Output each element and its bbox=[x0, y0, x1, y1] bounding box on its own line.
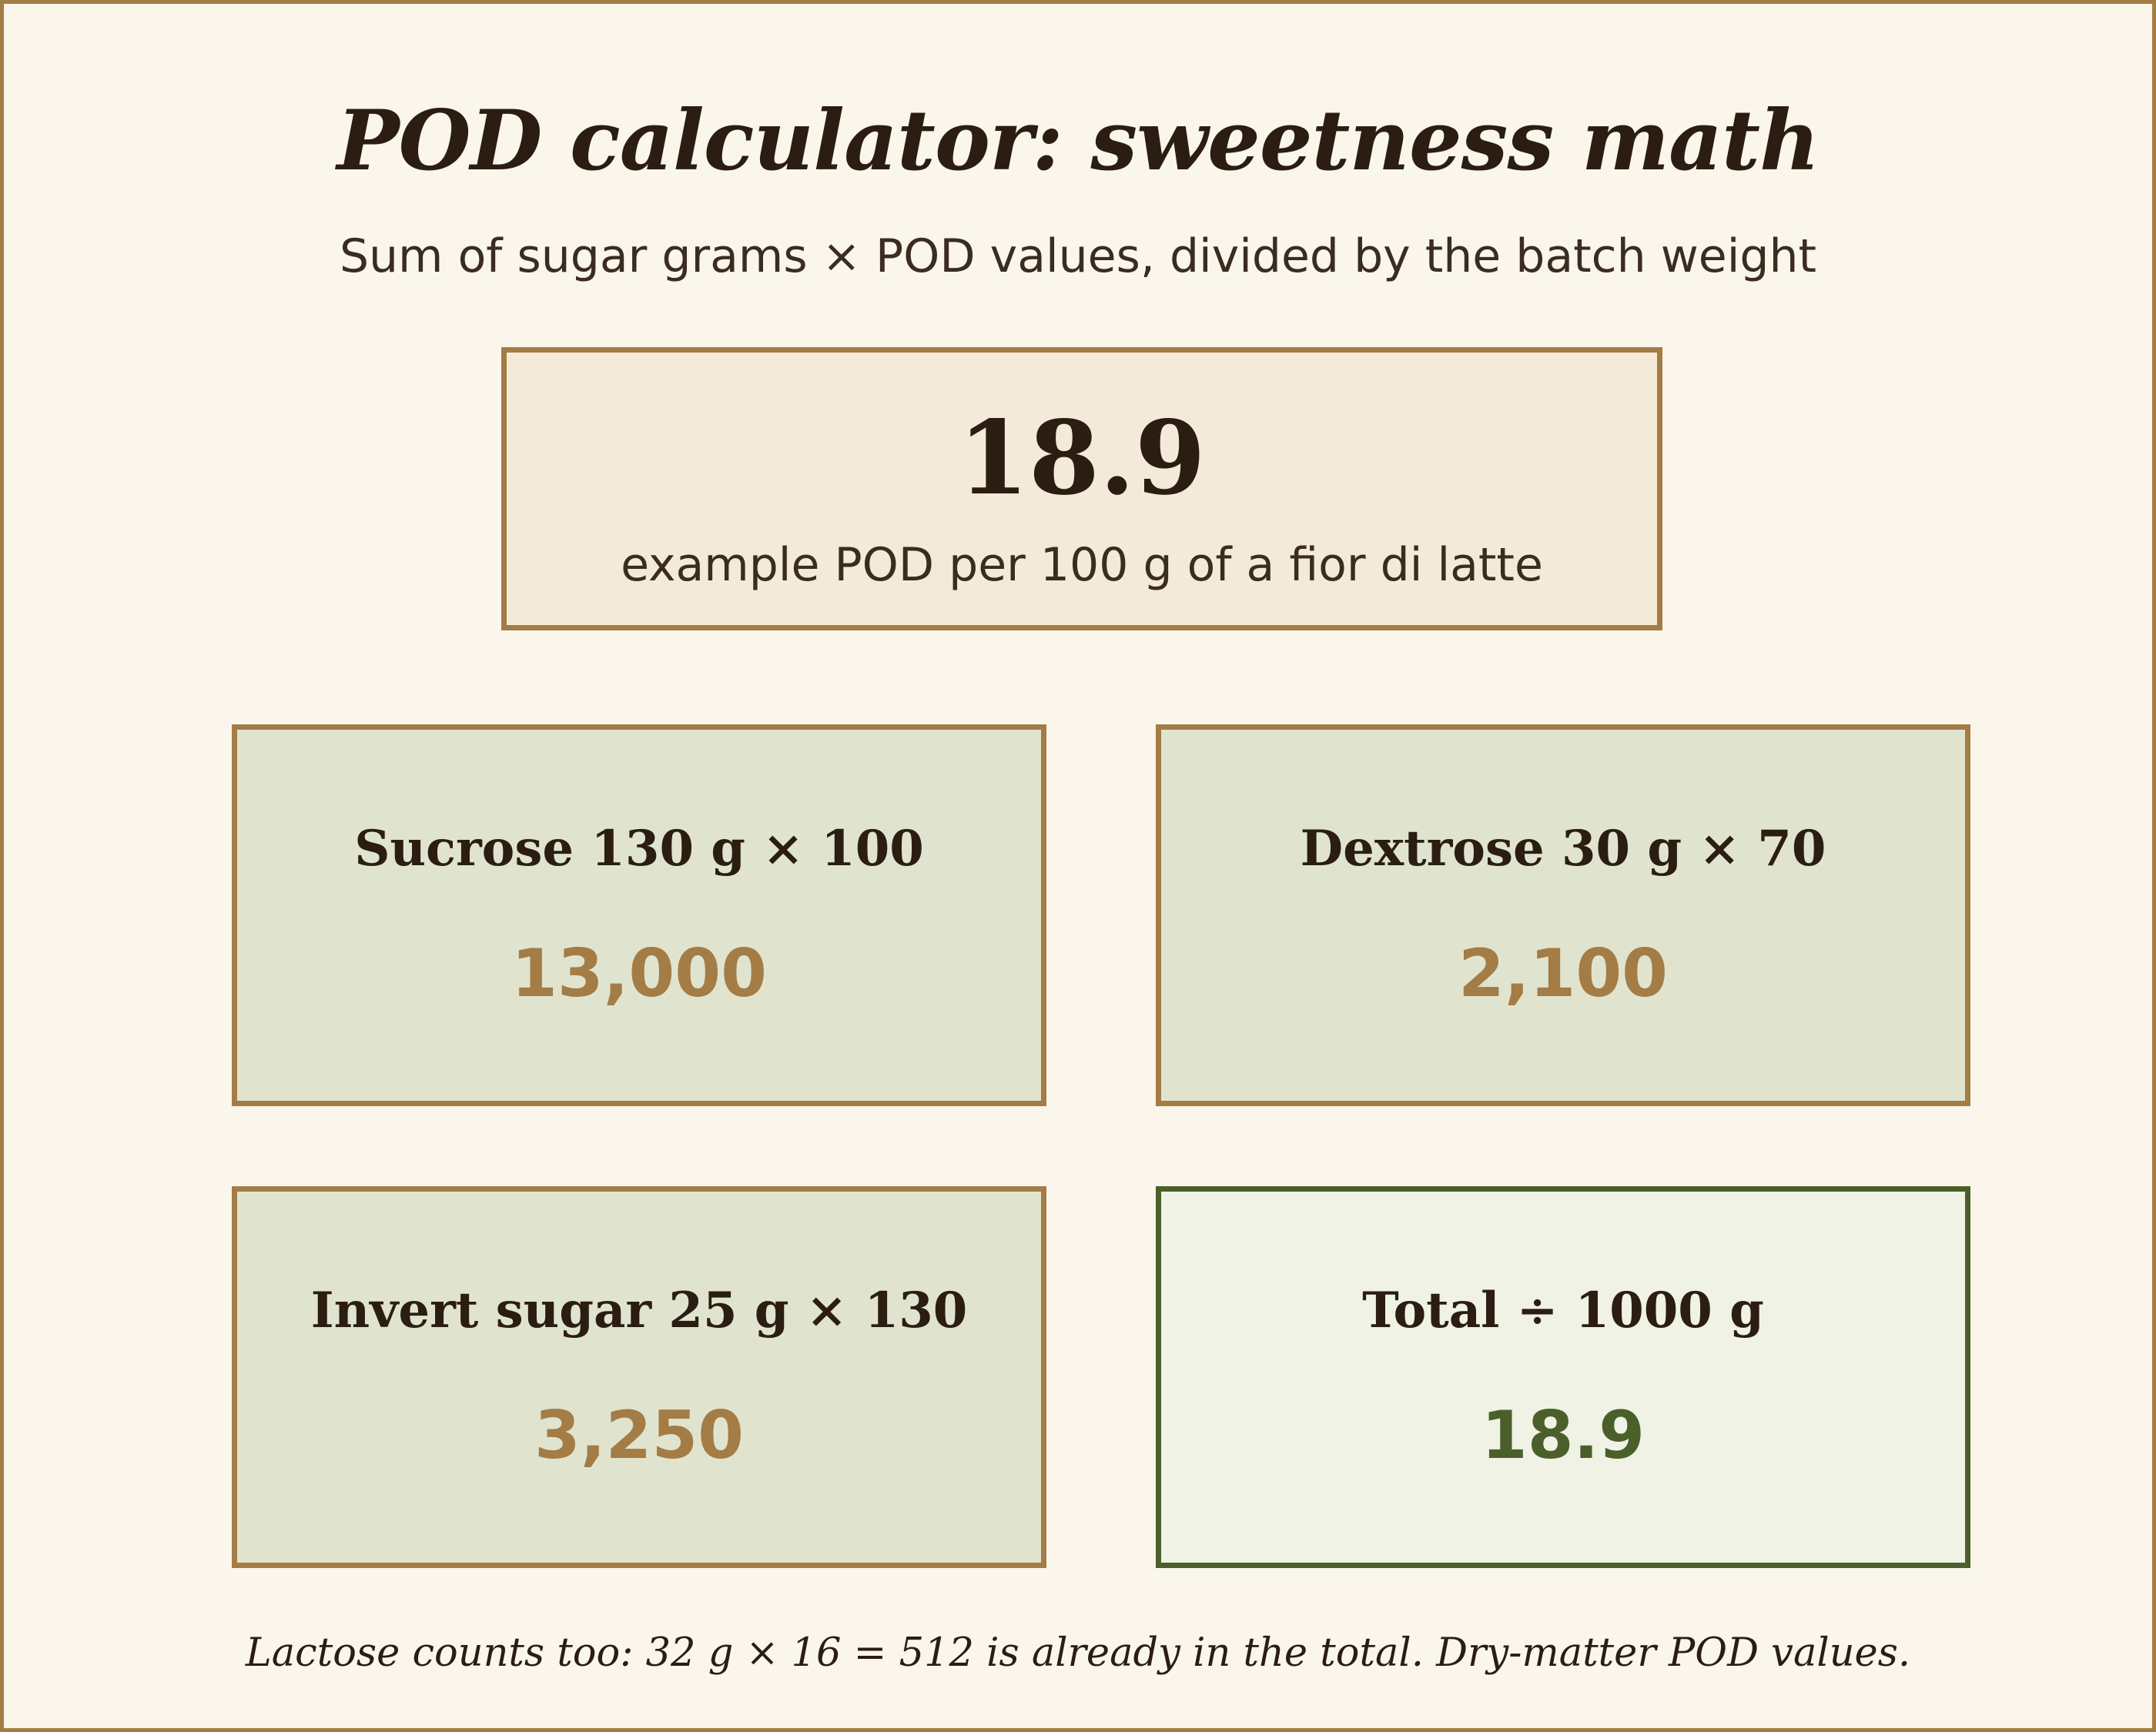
page-subtitle: Sum of sugar grams × POD values, divided… bbox=[339, 229, 1817, 283]
dextrose-card: Dextrose 30 g × 70 2,100 bbox=[1156, 724, 1970, 1106]
hero-caption: example POD per 100 g of a fior di latte bbox=[621, 538, 1543, 592]
total-card: Total ÷ 1000 g 18.9 bbox=[1156, 1186, 1970, 1568]
invert-sugar-card: Invert sugar 25 g × 130 3,250 bbox=[232, 1186, 1046, 1568]
page-title: POD calculator: sweetness math bbox=[336, 92, 1820, 189]
footnote: Lactose counts too: 32 g × 16 = 512 is a… bbox=[245, 1630, 1911, 1676]
hero-result-box: 18.9 example POD per 100 g of a fior di … bbox=[501, 347, 1662, 630]
dextrose-value: 2,100 bbox=[1458, 935, 1669, 1012]
dextrose-label: Dextrose 30 g × 70 bbox=[1300, 820, 1826, 878]
sucrose-label: Sucrose 130 g × 100 bbox=[354, 820, 924, 878]
sucrose-card: Sucrose 130 g × 100 13,000 bbox=[232, 724, 1046, 1106]
invert-sugar-label: Invert sugar 25 g × 130 bbox=[310, 1282, 968, 1339]
total-value: 18.9 bbox=[1481, 1397, 1645, 1474]
hero-pod-value: 18.9 bbox=[958, 399, 1206, 518]
invert-sugar-value: 3,250 bbox=[534, 1397, 745, 1474]
total-label: Total ÷ 1000 g bbox=[1362, 1282, 1764, 1339]
sucrose-value: 13,000 bbox=[511, 935, 767, 1012]
